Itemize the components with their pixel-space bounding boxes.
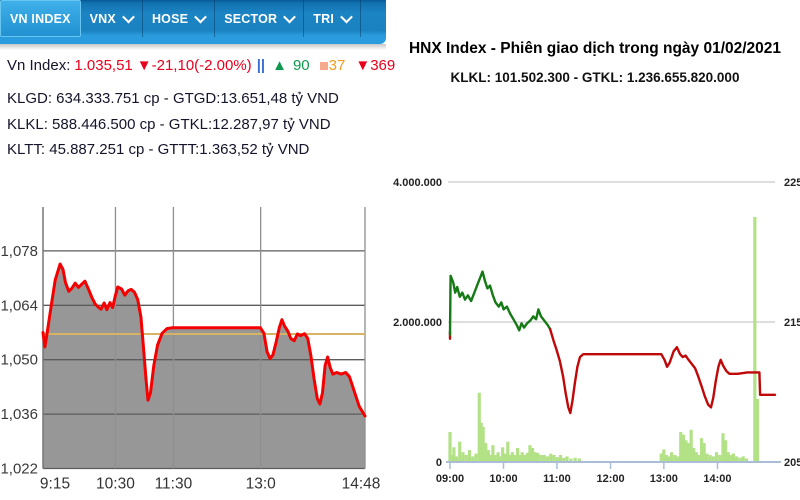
chevron-down-icon (283, 10, 297, 24)
up-arrow-icon: ▲ (272, 57, 287, 74)
tab-label: SECTOR (224, 11, 278, 26)
svg-text:12:00: 12:00 (596, 473, 624, 485)
svg-text:1,050: 1,050 (0, 352, 38, 369)
navbar-shadow (0, 44, 386, 50)
svg-text:1,064: 1,064 (0, 297, 38, 314)
tab-label: TRI (313, 11, 334, 26)
unchanged-count: 37 (328, 57, 346, 74)
svg-text:2.000.000: 2.000.000 (393, 317, 442, 329)
market-stats: KLGD: 634.333.751 cp - GTGD:13.651,48 tỷ… (7, 86, 339, 163)
index-change: ▼-21,10(-2.00%) (136, 57, 252, 74)
vn-index-panel: VN INDEX VNX HOSE SECTOR TRI Vn Index: 1.035,… (0, 0, 395, 500)
unchanged-square-icon (319, 62, 328, 70)
svg-text:1,078: 1,078 (0, 243, 38, 260)
hnx-chart-subtitle: KLKL: 101.502.300 - GTKL: 1.236.655.820.… (450, 70, 740, 85)
svg-text:1,022: 1,022 (0, 461, 38, 478)
advancers-count: 90 (292, 57, 310, 74)
svg-text:14:00: 14:00 (703, 473, 731, 485)
svg-text:13:00: 13:00 (650, 473, 678, 485)
svg-text:4.000.000: 4.000.000 (393, 177, 442, 189)
svg-text:14:48: 14:48 (342, 476, 381, 493)
svg-text:9:15: 9:15 (40, 476, 70, 493)
stat-line: KLTT: 45.887.251 cp - GTTT:1.363,52 tỷ V… (7, 141, 310, 158)
index-ticker-line: Vn Index: 1.035,51 ▼-21,10(-2.00%) || ▲ 90 37 ▼… (7, 57, 395, 74)
svg-text:09:00: 09:00 (436, 473, 464, 485)
down-arrow-icon: ▼ (355, 57, 371, 74)
tab-vnx[interactable]: VNX (81, 0, 143, 37)
svg-text:10:00: 10:00 (489, 473, 517, 485)
stat-line: KLGD: 634.333.751 cp - GTGD:13.651,48 tỷ… (7, 90, 339, 107)
tab-sector[interactable]: SECTOR (215, 0, 305, 37)
tab-hose[interactable]: HOSE (143, 0, 216, 37)
index-value: 1.035,51 (74, 57, 133, 74)
chevron-down-icon (122, 10, 135, 24)
tab-label: VNX (89, 11, 116, 26)
stat-line: KLKL: 588.446.500 cp - GTKL:12.287,97 tỷ… (7, 115, 331, 133)
tab-label: HOSE (151, 11, 189, 26)
chevron-down-icon (194, 10, 208, 24)
index-name: Vn Index: (7, 57, 71, 74)
separator-bars: || (256, 57, 266, 74)
svg-text:225: 225 (784, 177, 800, 189)
svg-text:11:00: 11:00 (543, 473, 571, 485)
hnx-chart-title: HNX Index - Phiên giao dịch trong ngày 0… (408, 40, 782, 57)
svg-text:0: 0 (436, 457, 442, 469)
svg-text:13:0: 13:0 (246, 476, 277, 493)
svg-text:1,036: 1,036 (0, 406, 38, 423)
decliners-count: 369 (370, 57, 396, 74)
tab-label: VN INDEX (10, 11, 71, 26)
svg-text:10:30: 10:30 (96, 476, 135, 493)
hnx-index-chart: 4.000.000 2.000.000 0 225 215 205 09:00 10:00 11… (393, 177, 800, 485)
tab-tri[interactable]: TRI (304, 0, 361, 37)
chevron-down-icon (340, 10, 353, 24)
tab-vn-index[interactable]: VN INDEX (0, 0, 81, 37)
market-tabs-bar: VN INDEX VNX HOSE SECTOR TRI (0, 0, 386, 44)
svg-text:215: 215 (784, 317, 800, 329)
svg-text:205: 205 (784, 457, 800, 469)
svg-text:11:30: 11:30 (155, 476, 193, 493)
